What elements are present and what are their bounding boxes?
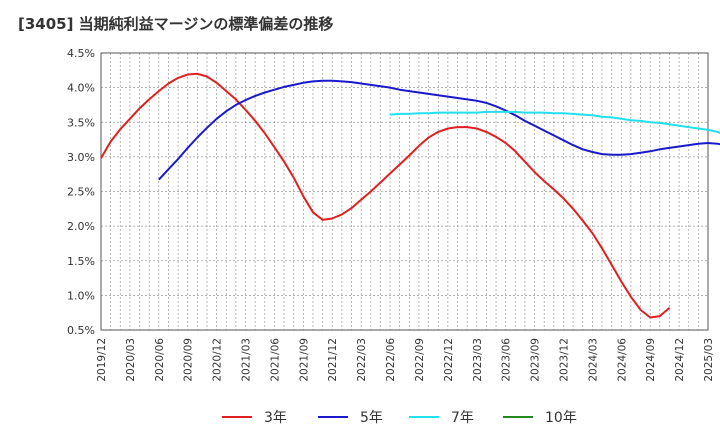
x-tick-label: 2021/03 — [241, 338, 253, 382]
legend-item-5y: 5年 — [318, 405, 383, 429]
legend-item-10y: 10年 — [503, 405, 577, 429]
legend-label-7y: 7年 — [451, 410, 474, 426]
y-tick-label: 3.5% — [67, 116, 95, 129]
y-tick-label: 1.5% — [67, 255, 95, 268]
x-tick-label: 2022/12 — [443, 338, 455, 382]
y-tick-label: 2.0% — [67, 220, 95, 233]
x-tick-label: 2024/12 — [674, 338, 686, 382]
legend-item-7y: 7年 — [409, 405, 474, 429]
x-tick-label: 2024/03 — [587, 338, 599, 382]
x-tick-label: 2020/12 — [212, 338, 224, 382]
x-tick-label: 2021/09 — [298, 338, 310, 382]
x-tick-label: 2022/06 — [385, 338, 397, 382]
x-tick-label: 2020/09 — [183, 338, 195, 382]
x-tick-label: 2023/06 — [501, 338, 513, 382]
series-line-2 — [389, 110, 720, 134]
x-tick-label: 2020/03 — [125, 338, 137, 382]
legend-item-3y: 3年 — [222, 405, 287, 429]
x-tick-label: 2021/06 — [269, 338, 281, 382]
plot-frame — [100, 52, 709, 331]
x-tick-label: 2024/06 — [616, 338, 628, 382]
x-tick-label: 2023/09 — [530, 338, 542, 382]
series-line-1 — [158, 79, 720, 181]
x-tick-label: 2023/03 — [472, 338, 484, 382]
legend-swatch-5y — [318, 416, 348, 418]
legend-label-10y: 10年 — [545, 410, 577, 426]
x-tick-label: 2022/09 — [414, 338, 426, 382]
y-tick-label: 4.0% — [67, 82, 95, 95]
x-tick-label: 2023/12 — [558, 338, 570, 382]
chart-title: [3405] 当期純利益マージンの標準偏差の推移 — [18, 15, 334, 33]
legend-swatch-7y — [409, 416, 439, 418]
y-tick-label: 4.5% — [67, 47, 95, 60]
legend-swatch-3y — [222, 416, 252, 418]
y-tick-label: 1.0% — [67, 289, 95, 302]
y-tick-label: 0.5% — [67, 324, 95, 337]
legend: 3年 5年 7年 10年 — [0, 405, 720, 429]
x-tick-label: 2019/12 — [96, 338, 108, 382]
x-tick-label: 2021/12 — [327, 338, 339, 382]
legend-swatch-10y — [503, 416, 533, 418]
x-tick-label: 2022/03 — [356, 338, 368, 382]
legend-label-5y: 5年 — [360, 410, 383, 426]
series-line-0 — [100, 72, 671, 319]
x-tick-label: 2024/09 — [645, 338, 657, 382]
y-tick-label: 3.0% — [67, 151, 95, 164]
y-tick-label: 2.5% — [67, 186, 95, 199]
x-tick-label: 2020/06 — [154, 338, 166, 382]
x-tick-label: 2025/03 — [703, 338, 715, 382]
legend-label-3y: 3年 — [264, 410, 287, 426]
